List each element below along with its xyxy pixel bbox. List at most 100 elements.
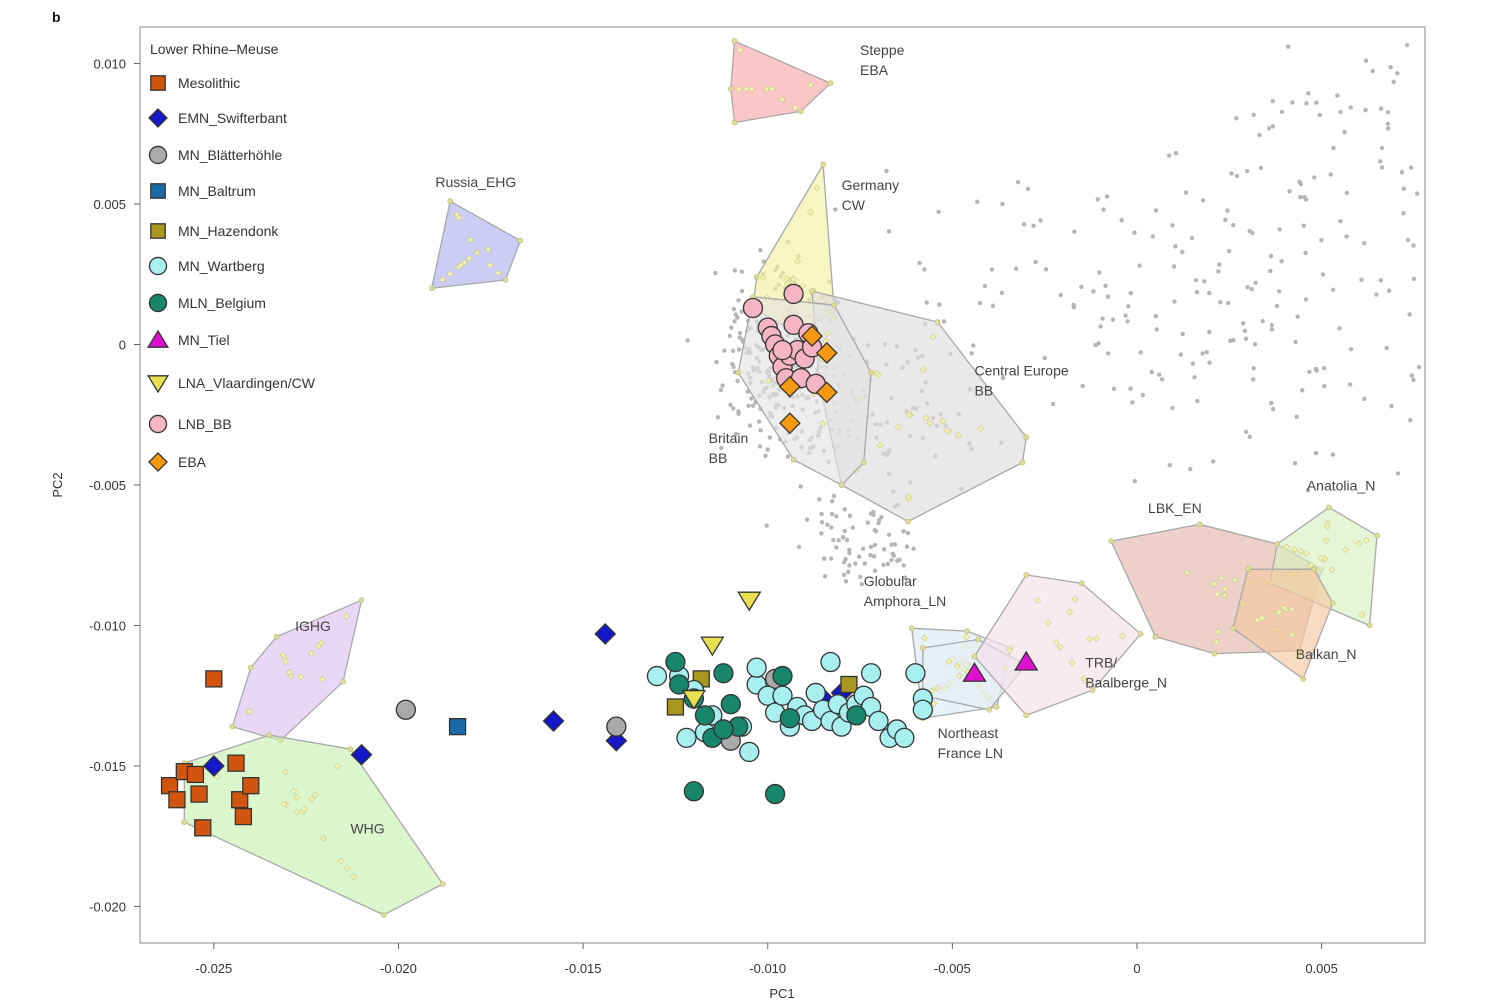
background-sample-dot [1378,159,1383,164]
background-sample-dot [1038,218,1043,223]
background-sample-dot [882,547,887,552]
background-sample-dot [1079,284,1084,290]
region-sample-marker [1052,639,1060,646]
data-point [815,381,838,404]
background-sample-dot [1338,219,1343,224]
region-sample-marker [921,634,928,642]
background-sample-dot [1234,116,1239,121]
background-sample-dot [1306,91,1311,96]
region-sample-marker [308,795,316,803]
region-sample-marker [280,800,288,808]
hull-vertex [731,38,738,44]
data-point [713,719,734,740]
background-sample-dot [1234,173,1240,179]
hull-vertex [358,597,365,604]
background-sample-dot [746,403,751,408]
background-sample-dot [1414,191,1420,196]
background-sample-dot [714,359,719,365]
background-sample-dot [1312,175,1317,180]
y-tick-label: 0 [119,338,126,353]
background-sample-dot [1303,297,1309,302]
y-axis-title: PC2 [50,472,65,497]
background-sample-dot [1363,107,1368,113]
region-sample-marker [1183,569,1191,577]
background-sample-dot [1314,100,1319,105]
background-sample-dot [1200,351,1205,356]
data-point [772,685,793,706]
data-point [606,716,627,737]
legend-label: MN_Tiel [178,332,230,348]
x-tick-label: -0.015 [565,961,602,976]
data-point [594,623,617,645]
x-tick-label: -0.010 [749,961,786,976]
region-sample-marker [1323,523,1331,531]
background-sample-dot [739,288,745,294]
background-sample-dot [1337,326,1342,331]
background-sample-dot [990,303,996,309]
background-sample-dot [989,267,995,272]
series-eba [778,325,838,435]
background-sample-dot [924,300,929,305]
background-sample-dot [1192,375,1197,380]
x-tick-label: -0.025 [195,961,232,976]
hull-vertex [920,645,926,651]
legend-label: LNB_BB [178,416,232,432]
background-sample-dot [872,527,877,533]
background-sample-dot [834,514,839,519]
region-sample-marker [1355,540,1363,548]
background-sample-dot [1226,248,1232,254]
background-sample-dot [879,514,884,520]
region-sample-marker [1291,546,1298,553]
background-sample-dot [817,497,822,502]
series-mn-hazendonk [666,670,858,716]
x-tick-label: -0.005 [934,961,971,976]
region-sample-marker [318,639,325,647]
data-point [779,708,801,729]
background-sample-dot [1317,112,1323,118]
background-sample-dot [1170,223,1175,228]
background-sample-dot [1249,286,1254,292]
background-sample-dot [871,509,876,515]
legend-marker [148,256,168,276]
hull-vertex [975,636,982,643]
region-label: Russia_EHG [435,174,516,190]
data-point [350,743,373,766]
region-label: BB [975,382,994,398]
data-point [676,727,697,749]
region-sample-marker [1302,549,1310,557]
hull-vertex [1300,676,1306,682]
hull-vertex [1374,532,1380,539]
background-sample-dot [1157,372,1162,377]
background-sample-dot [1399,170,1405,175]
background-sample-dot [1386,126,1391,131]
background-sample-dot [850,525,856,530]
hull-vertex [1274,541,1281,547]
background-sample-dot [1319,238,1324,243]
background-sample-dot [718,387,724,393]
background-sample-dot [831,537,836,543]
background-sample-dot [1140,392,1146,398]
background-sample-dot [1091,289,1096,294]
background-sample-dot [1243,429,1249,435]
data-point [666,698,685,716]
region-sample-marker [466,236,474,244]
background-sample-dot [1241,321,1246,326]
panel-tag: b [52,9,61,25]
region-label: IGHG [295,618,331,634]
background-sample-dot [1100,316,1105,321]
hull-vertex [728,86,734,92]
background-sample-dot [733,312,738,317]
region-label: WHG [350,820,384,836]
background-sample-dot [740,337,745,343]
region-sample-marker [929,333,937,341]
background-sample-dot [889,542,894,547]
data-point [190,785,208,803]
region-sample-marker [1221,585,1229,593]
background-sample-dot [1331,145,1336,151]
background-sample-dot [1080,383,1085,389]
background-sample-dot [1405,237,1411,243]
background-sample-dot [732,268,738,273]
region-sample-marker [955,672,963,680]
background-sample-dot [1401,211,1406,216]
hull-vertex [1230,625,1236,632]
